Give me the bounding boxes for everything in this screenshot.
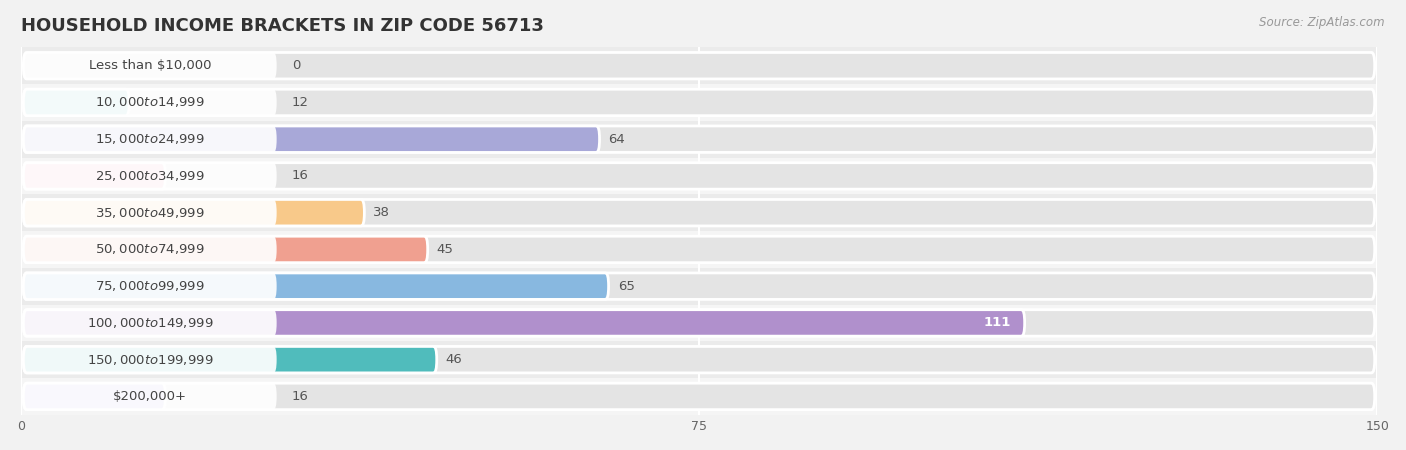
FancyBboxPatch shape [24, 310, 1375, 336]
Bar [21, 268, 1378, 305]
FancyBboxPatch shape [24, 310, 277, 336]
Bar [21, 231, 1378, 268]
Bar [21, 194, 1378, 231]
Text: 64: 64 [609, 133, 626, 146]
FancyBboxPatch shape [24, 383, 277, 410]
FancyBboxPatch shape [24, 199, 364, 226]
Text: $25,000 to $34,999: $25,000 to $34,999 [96, 169, 205, 183]
Text: Source: ZipAtlas.com: Source: ZipAtlas.com [1260, 16, 1385, 29]
Text: 12: 12 [292, 96, 309, 109]
Text: $10,000 to $14,999: $10,000 to $14,999 [96, 95, 205, 109]
FancyBboxPatch shape [24, 199, 277, 226]
FancyBboxPatch shape [24, 89, 277, 116]
FancyBboxPatch shape [24, 236, 1375, 263]
FancyBboxPatch shape [24, 126, 277, 153]
Text: 65: 65 [617, 279, 634, 292]
FancyBboxPatch shape [24, 346, 277, 373]
Bar [21, 121, 1378, 158]
Text: $100,000 to $149,999: $100,000 to $149,999 [87, 316, 214, 330]
FancyBboxPatch shape [24, 273, 277, 299]
FancyBboxPatch shape [24, 126, 1375, 153]
Text: 0: 0 [292, 59, 301, 72]
Bar [21, 47, 1378, 84]
Text: $50,000 to $74,999: $50,000 to $74,999 [96, 243, 205, 256]
FancyBboxPatch shape [24, 310, 1025, 336]
Text: 111: 111 [984, 316, 1011, 329]
FancyBboxPatch shape [24, 383, 1375, 410]
Text: HOUSEHOLD INCOME BRACKETS IN ZIP CODE 56713: HOUSEHOLD INCOME BRACKETS IN ZIP CODE 56… [21, 17, 544, 35]
FancyBboxPatch shape [24, 126, 599, 153]
Text: $200,000+: $200,000+ [112, 390, 187, 403]
Bar [21, 84, 1378, 121]
Text: Less than $10,000: Less than $10,000 [89, 59, 211, 72]
Bar [21, 341, 1378, 378]
FancyBboxPatch shape [24, 163, 166, 189]
Text: $35,000 to $49,999: $35,000 to $49,999 [96, 206, 205, 220]
FancyBboxPatch shape [24, 163, 1375, 189]
FancyBboxPatch shape [24, 273, 609, 299]
FancyBboxPatch shape [24, 89, 1375, 116]
Text: $150,000 to $199,999: $150,000 to $199,999 [87, 353, 214, 367]
FancyBboxPatch shape [24, 53, 1375, 79]
FancyBboxPatch shape [24, 53, 277, 79]
FancyBboxPatch shape [24, 163, 277, 189]
FancyBboxPatch shape [24, 273, 1375, 299]
Text: 46: 46 [446, 353, 463, 366]
Text: 38: 38 [374, 206, 391, 219]
Text: $75,000 to $99,999: $75,000 to $99,999 [96, 279, 205, 293]
FancyBboxPatch shape [24, 199, 1375, 226]
FancyBboxPatch shape [24, 346, 437, 373]
Bar [21, 305, 1378, 341]
Text: $15,000 to $24,999: $15,000 to $24,999 [96, 132, 205, 146]
FancyBboxPatch shape [24, 236, 277, 263]
FancyBboxPatch shape [24, 346, 1375, 373]
Bar [21, 378, 1378, 415]
Bar [21, 158, 1378, 194]
FancyBboxPatch shape [24, 236, 427, 263]
FancyBboxPatch shape [24, 383, 166, 410]
Text: 45: 45 [437, 243, 454, 256]
Text: 16: 16 [292, 390, 309, 403]
Text: 16: 16 [292, 170, 309, 182]
FancyBboxPatch shape [24, 89, 129, 116]
